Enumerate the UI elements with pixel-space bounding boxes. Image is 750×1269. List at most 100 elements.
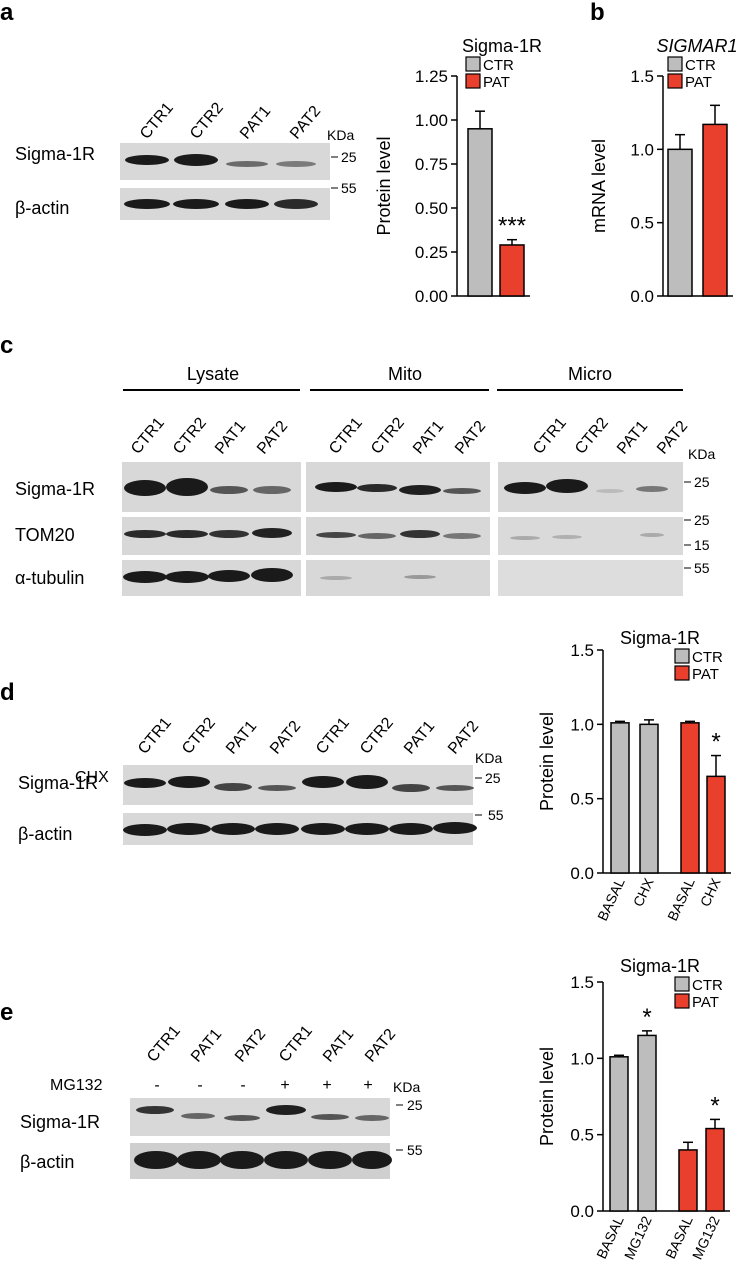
y-tick-label: 0.0 <box>630 287 654 306</box>
legend-swatch <box>465 56 481 72</box>
treatment-sign: + <box>363 1077 372 1094</box>
blot-row-label: Sigma-1R <box>20 1112 100 1132</box>
bar <box>680 722 700 874</box>
marker-label: 15 <box>694 537 710 553</box>
chart-title: Sigma-1R <box>462 36 542 56</box>
lane-label: PAT2 <box>287 103 324 143</box>
bar <box>667 148 693 297</box>
y-tick-label: 1.5 <box>570 973 594 992</box>
lane-label: PAT2 <box>232 1026 269 1066</box>
significance-mark: * <box>710 1092 719 1119</box>
blot-strip <box>122 462 301 512</box>
legend-label: CTR <box>692 977 723 994</box>
lane-label: CTR2 <box>170 415 210 458</box>
blot-strip <box>123 765 474 805</box>
bar <box>705 1127 725 1212</box>
blot-row-label: α-tubulin <box>15 568 84 588</box>
x-tick-label: BASAL <box>594 875 628 923</box>
legend-swatch <box>674 648 690 664</box>
bar <box>706 775 726 874</box>
lane-label: CTR1 <box>137 100 177 143</box>
kda-label: KDa <box>688 446 715 462</box>
lane-label: CTR1 <box>144 1023 184 1066</box>
lane-label: CTR2 <box>179 715 219 758</box>
y-axis-label: Protein level <box>537 712 557 811</box>
legend-label: PAT <box>692 994 719 1011</box>
panel-a-lane-labels: CTR1 CTR2 PAT1 PAT2 <box>137 100 324 143</box>
bar-charts: Sigma-1R 0.00 0.25 0.50 0.75 1.00 1.25 Protein … <box>374 36 738 1262</box>
y-tick-label: 1.5 <box>570 641 594 660</box>
marker-label: 25 <box>407 1097 423 1113</box>
lane-label: PAT1 <box>410 418 447 458</box>
lane-label: CTR2 <box>368 415 408 458</box>
lane-label: PAT1 <box>237 103 274 143</box>
blot-row-label: TOM20 <box>15 525 75 545</box>
group-label: Mito <box>388 364 422 384</box>
panel-d-letter: d <box>0 679 15 706</box>
y-tick-label: 0.5 <box>570 790 594 809</box>
chart-title: Sigma-1R <box>620 956 700 976</box>
lane-label: PAT1 <box>320 1026 357 1066</box>
bar <box>467 128 493 297</box>
group-label: Micro <box>568 364 612 384</box>
treatment-sign: + <box>280 1077 289 1094</box>
treatment-sign: - <box>197 1077 202 1094</box>
bar <box>702 123 728 297</box>
x-tick-label: CHX <box>630 875 657 909</box>
blot-strip <box>123 813 477 845</box>
panel-c-lane-labels: CTR1 CTR2 PAT1 PAT2 CTR1 CTR2 PAT1 PAT2 … <box>128 415 691 458</box>
marker-label: 55 <box>694 560 710 576</box>
lane-label: PAT1 <box>188 1026 225 1066</box>
lane-label: PAT1 <box>401 718 438 758</box>
marker-label: 55 <box>341 180 357 196</box>
chart-title: Sigma-1R <box>620 628 700 648</box>
kda-label: KDa <box>393 1079 420 1095</box>
y-tick-label: 1.00 <box>415 111 448 130</box>
y-tick-label: 0.0 <box>570 864 594 883</box>
blot-strip <box>498 462 683 512</box>
lane-label: CTR2 <box>572 415 612 458</box>
significance-mark: *** <box>498 213 526 240</box>
treatment-label: CHX <box>75 769 109 786</box>
blot-strip <box>306 462 490 512</box>
group-label: Lysate <box>187 364 239 384</box>
bar <box>610 722 630 874</box>
blot-strip <box>120 188 330 220</box>
blot-row-label: β-actin <box>18 824 72 844</box>
blot-strip <box>498 517 683 555</box>
marker-label: 25 <box>341 149 357 165</box>
y-tick-label: 0.5 <box>630 214 654 233</box>
y-tick-label: 0.00 <box>415 287 448 306</box>
y-axis-label: Protein level <box>537 1047 557 1146</box>
legend-label: CTR <box>692 649 723 666</box>
bar <box>499 244 525 297</box>
lane-label: PAT2 <box>267 718 304 758</box>
y-tick-label: 0.25 <box>415 243 448 262</box>
legend-swatch <box>674 665 690 681</box>
marker-label: 25 <box>485 770 501 786</box>
legend-label: CTR <box>483 57 514 74</box>
treatment-label: MG132 <box>50 1077 103 1094</box>
marker-label: 55 <box>488 807 504 823</box>
blot-strip <box>122 560 301 596</box>
y-tick-label: 0.50 <box>415 199 448 218</box>
lane-label: CTR2 <box>357 715 397 758</box>
y-tick-label: 1.0 <box>570 1049 594 1068</box>
panel-a-letter: a <box>0 0 14 26</box>
panel-e-lane-labels: CTR1 PAT1 PAT2 CTR1 PAT1 PAT2 <box>144 1023 399 1066</box>
significance-mark: * <box>642 1004 651 1031</box>
x-tick-label: CHX <box>697 875 724 909</box>
blot-strip <box>306 517 490 555</box>
lane-label: PAT1 <box>212 418 249 458</box>
blot-row-label: β-actin <box>20 1152 74 1172</box>
y-tick-label: 1.0 <box>570 715 594 734</box>
y-axis-label: Protein level <box>374 136 394 235</box>
x-tick-label: BASAL <box>664 875 698 923</box>
panel-c-group-headers: Lysate Mito Micro <box>123 364 683 391</box>
lane-label: PAT2 <box>362 1026 399 1066</box>
legend-swatch <box>674 976 690 992</box>
marker-label: 25 <box>694 474 710 490</box>
